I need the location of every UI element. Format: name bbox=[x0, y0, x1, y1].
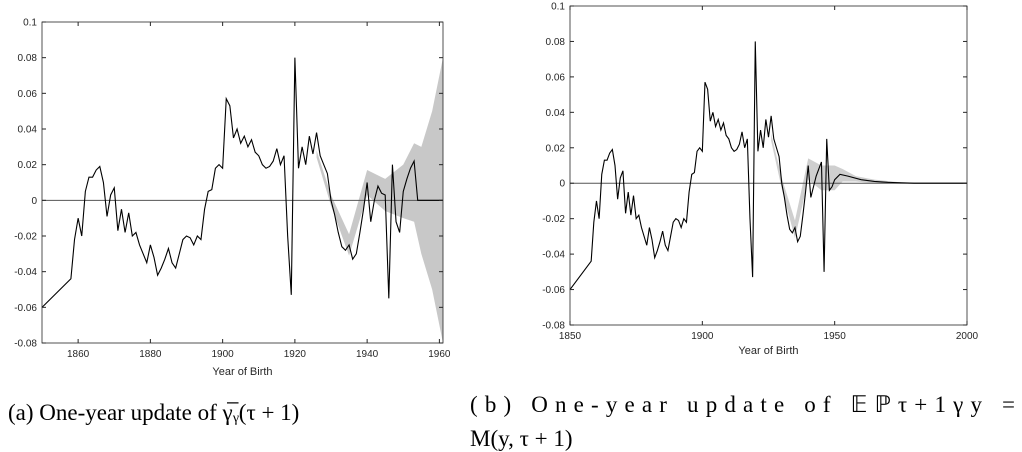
y-tick-label: 0.02 bbox=[18, 160, 38, 171]
y-tick-label: -0.06 bbox=[542, 285, 565, 296]
y-tick-label: -0.08 bbox=[14, 339, 37, 350]
plot-frame bbox=[41, 21, 444, 344]
x-tick-label: 1860 bbox=[67, 349, 90, 360]
y-tick-label: 0.06 bbox=[546, 72, 566, 83]
y-tick-label: 0.06 bbox=[18, 89, 38, 100]
y-tick-label: 0.04 bbox=[18, 125, 38, 136]
x-tick-label: 1900 bbox=[212, 349, 235, 360]
y-tick-label: -0.04 bbox=[14, 267, 37, 278]
y-tick-label: 0.02 bbox=[546, 143, 566, 154]
x-tick-label: 1920 bbox=[284, 349, 307, 360]
data-line bbox=[41, 57, 443, 308]
y-tick-label: 0.1 bbox=[23, 18, 37, 29]
x-tick-label: 1960 bbox=[428, 349, 451, 360]
caption: (b) One-year update of 𝔼ℙτ+1γy = bbox=[470, 392, 1015, 417]
y-tick-label: -0.02 bbox=[14, 232, 37, 243]
y-tick-label: 0.08 bbox=[546, 37, 566, 48]
x-tick-label: 1950 bbox=[824, 331, 847, 342]
y-tick-label: -0.08 bbox=[542, 321, 565, 332]
y-tick-label: -0.04 bbox=[542, 250, 565, 261]
x-axis-label: Year of Birth bbox=[738, 345, 798, 357]
y-tick-label: 0.08 bbox=[18, 53, 38, 64]
y-tick-label: -0.02 bbox=[542, 214, 565, 225]
x-tick-label: 1900 bbox=[691, 331, 714, 342]
y-tick-label: 0.1 bbox=[551, 2, 565, 13]
y-tick-label: 0 bbox=[559, 179, 565, 190]
y-tick-label: -0.06 bbox=[14, 303, 37, 314]
uncertainty-band bbox=[771, 133, 901, 239]
caption: (a) One-year update of γ̅ᵧ(τ + 1) bbox=[8, 400, 299, 426]
plot-frame bbox=[569, 5, 968, 326]
x-tick-label: 1880 bbox=[139, 349, 162, 360]
y-tick-label: 0 bbox=[31, 196, 37, 207]
caption: M(y, τ + 1) bbox=[470, 426, 573, 451]
y-tick-label: 0.04 bbox=[546, 108, 566, 119]
data-line bbox=[569, 41, 967, 290]
x-axis-label: Year of Birth bbox=[212, 366, 272, 378]
x-tick-label: 2000 bbox=[956, 331, 979, 342]
x-tick-label: 1850 bbox=[559, 331, 582, 342]
x-tick-label: 1940 bbox=[356, 349, 379, 360]
